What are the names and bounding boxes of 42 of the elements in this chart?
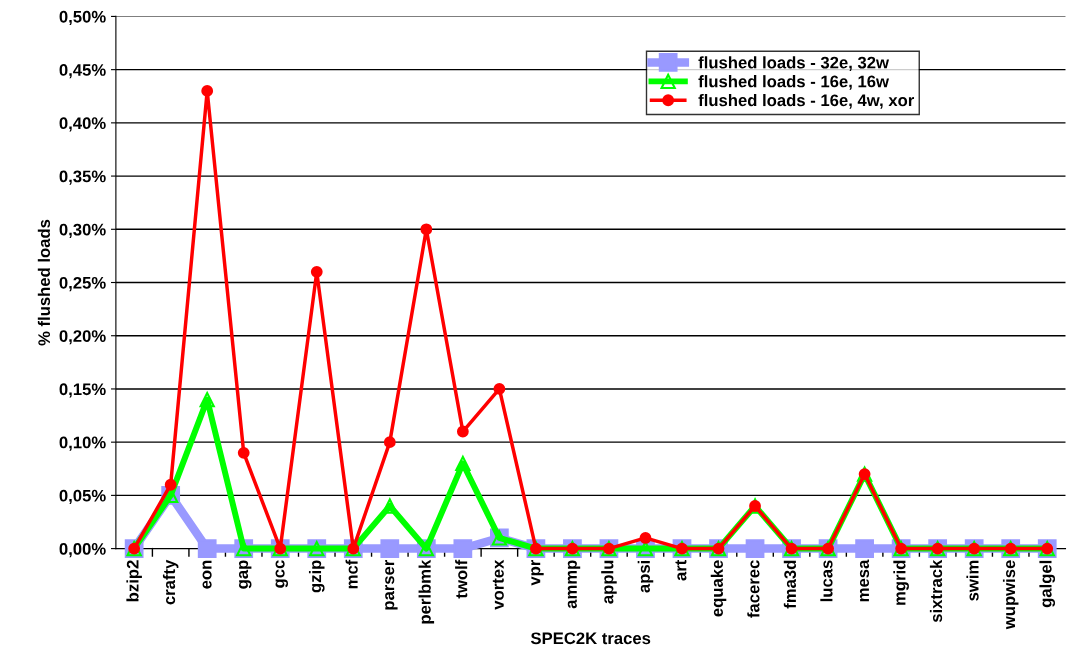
x-axis-title: SPEC2K traces <box>530 632 651 645</box>
x-tick-label: applu <box>601 560 617 604</box>
x-tick-label: wupwise <box>1002 560 1019 630</box>
x-tick-label: bzip2 <box>126 560 142 602</box>
x-tick-label: gap <box>238 560 252 589</box>
x-tick-label: gcc <box>275 560 289 588</box>
y-tick-label: 0,35% <box>59 170 106 185</box>
x-tick-label: galgel <box>1039 560 1056 608</box>
x-tick-label: mcf <box>345 559 358 589</box>
y-tick-label: 0,05% <box>59 489 106 504</box>
x-tick-label: equake <box>710 560 727 617</box>
y-tick-label: 0,10% <box>59 436 106 451</box>
x-tick-label: fma3d <box>783 560 797 609</box>
x-tick-label: mesa <box>859 559 870 602</box>
x-tick-label: sixtrack <box>929 559 943 623</box>
y-axis-title: % flushed loads <box>37 219 51 346</box>
y-tick-label: 0,25% <box>59 276 106 292</box>
x-tick-label: vortex <box>492 559 504 610</box>
x-tick-label: eon <box>202 560 212 589</box>
x-tick-label: mgrid <box>893 560 909 605</box>
y-tick-label: 0,40% <box>59 117 106 132</box>
y-tick-label: 0,00% <box>59 543 106 558</box>
y-tick-label: 0,30% <box>59 223 106 238</box>
x-tick-label: ammp <box>567 560 581 609</box>
x-tick-label: gzip <box>308 560 325 593</box>
x-tick-label: crafty <box>162 559 179 605</box>
x-tick-label: swim <box>966 560 979 601</box>
y-tick-label: 0,15% <box>59 383 106 398</box>
x-tick-label: art <box>675 559 687 581</box>
x-tick-label: parser <box>385 559 398 610</box>
x-tick-label: facerec <box>747 560 760 618</box>
y-tick-label: 0,50% <box>59 10 106 26</box>
x-tick-label: vpr <box>531 559 544 586</box>
x-tick-label: perlbmk <box>418 559 435 624</box>
y-tick-label: 0,45% <box>59 64 106 79</box>
legend-label: flushed loads - 16e, 16w <box>698 75 889 90</box>
x-tick-label: twolf <box>455 559 468 599</box>
legend-label: flushed loads - 16e, 4w, xor <box>698 93 915 109</box>
y-tick-label: 0,20% <box>59 330 106 345</box>
x-tick-label: lucas <box>820 560 833 602</box>
x-tick-label: apsi <box>637 560 654 593</box>
legend-label: flushed loads - 32e, 32w <box>698 56 889 71</box>
